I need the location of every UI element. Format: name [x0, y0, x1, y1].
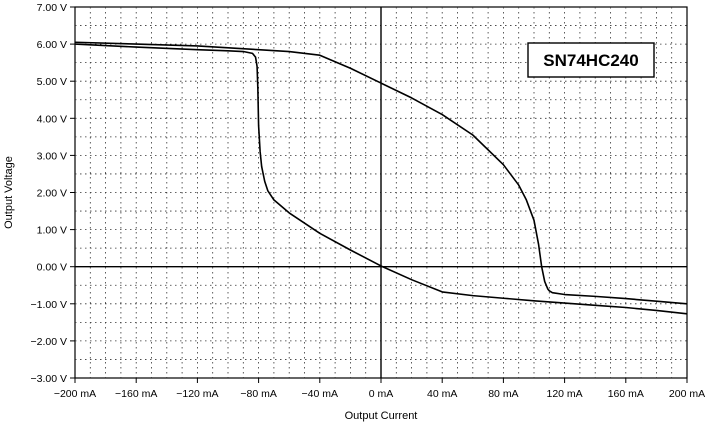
y-tick-label: 1.00 V [37, 225, 67, 237]
y-tick-label: −3.00 V [31, 373, 68, 385]
x-tick-label: −160 mA [115, 388, 157, 400]
y-tick-label: 2.00 V [37, 188, 67, 200]
y-axis-title: Output Voltage [3, 156, 15, 229]
part-number-badge: SN74HC240 [527, 42, 655, 78]
x-axis-title: Output Current [345, 410, 418, 422]
x-tick-label: 120 mA [547, 388, 583, 400]
series-group [74, 41, 688, 315]
x-tick-label: −80 mA [240, 388, 276, 400]
y-tick-label: 6.00 V [37, 39, 67, 51]
x-tick-label: 40 mA [427, 388, 457, 400]
x-tick-label: 200 mA [669, 388, 705, 400]
part-number-box [527, 42, 655, 78]
part-number-label: SN74HC240 [543, 51, 638, 70]
y-tick-label: 7.00 V [37, 2, 67, 14]
x-tick-labels: −200 mA −160 mA −120 mA −80 mA −40 mA 0 mA 40 … [54, 378, 705, 400]
x-tick-label: −40 mA [302, 388, 338, 400]
x-tick-label: 80 mA [488, 388, 518, 400]
series-line-1 [74, 43, 688, 315]
x-tick-label: −120 mA [176, 388, 218, 400]
y-tick-label: −2.00 V [31, 336, 68, 348]
y-tick-labels: 7.00 V 6.00 V 5.00 V 4.00 V 3.00 V 2.00 V 1.00… [31, 2, 75, 385]
y-tick-label: 0.00 V [37, 262, 67, 274]
x-tick-label: 0 mA [369, 388, 394, 400]
y-tick-label: 4.00 V [37, 113, 67, 125]
x-tick-label: 160 mA [608, 388, 644, 400]
y-tick-label: 3.00 V [37, 150, 67, 162]
series-line-2 [74, 41, 688, 305]
y-tick-label: 5.00 V [37, 76, 67, 88]
x-tick-label: −200 mA [54, 388, 96, 400]
y-tick-label: −1.00 V [31, 299, 68, 311]
